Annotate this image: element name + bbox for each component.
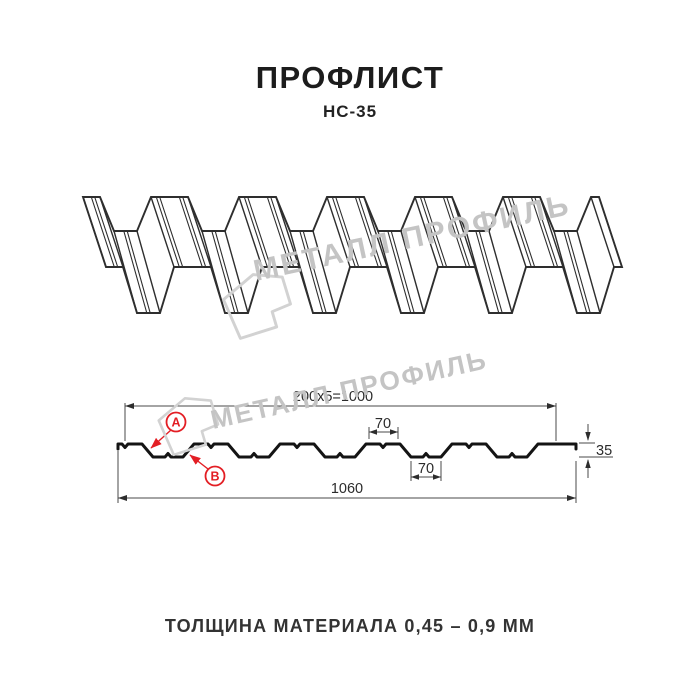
- sheet-3d-drawing: [81, 196, 624, 314]
- dimension-height: 35: [579, 424, 613, 478]
- dim-useful-width-label: 200x5=1000: [293, 389, 373, 405]
- watermark-brand-text: МЕТАЛЛ ПРОФИЛЬ: [208, 344, 490, 434]
- profile-model-label: НС-35: [322, 102, 378, 121]
- brand-logo-icon: [157, 397, 220, 457]
- dimension-useful-width: 200x5=1000: [124, 389, 557, 441]
- callout-a: А: [150, 411, 187, 449]
- profile-section-line: [116, 442, 578, 459]
- callout-a-circle: [165, 411, 187, 433]
- dim-rib-bottom-label: 70: [418, 461, 434, 477]
- dimension-rib-bottom: 70: [410, 461, 442, 481]
- dim-full-width-label: 1060: [331, 481, 363, 497]
- dim-height-label: 35: [596, 443, 612, 459]
- cross-section-drawing: 200x5=1000 70 70 35 1060: [116, 389, 613, 503]
- callout-b: В: [189, 454, 226, 487]
- callout-b-label: В: [210, 470, 219, 484]
- callout-a-label: А: [171, 416, 180, 430]
- dimension-rib-top: 70: [368, 416, 399, 439]
- callout-b-circle: [204, 465, 226, 487]
- thickness-note: ТОЛЩИНА МАТЕРИАЛА 0,45 – 0,9 ММ: [164, 616, 536, 636]
- dim-rib-top-label: 70: [375, 416, 391, 432]
- watermark-lower: МЕТАЛЛ ПРОФИЛЬ: [157, 344, 490, 457]
- dimension-full-width: 1060: [117, 451, 577, 503]
- page-title: ПРОФЛИСТ: [255, 60, 445, 95]
- brand-logo-icon: [221, 273, 292, 340]
